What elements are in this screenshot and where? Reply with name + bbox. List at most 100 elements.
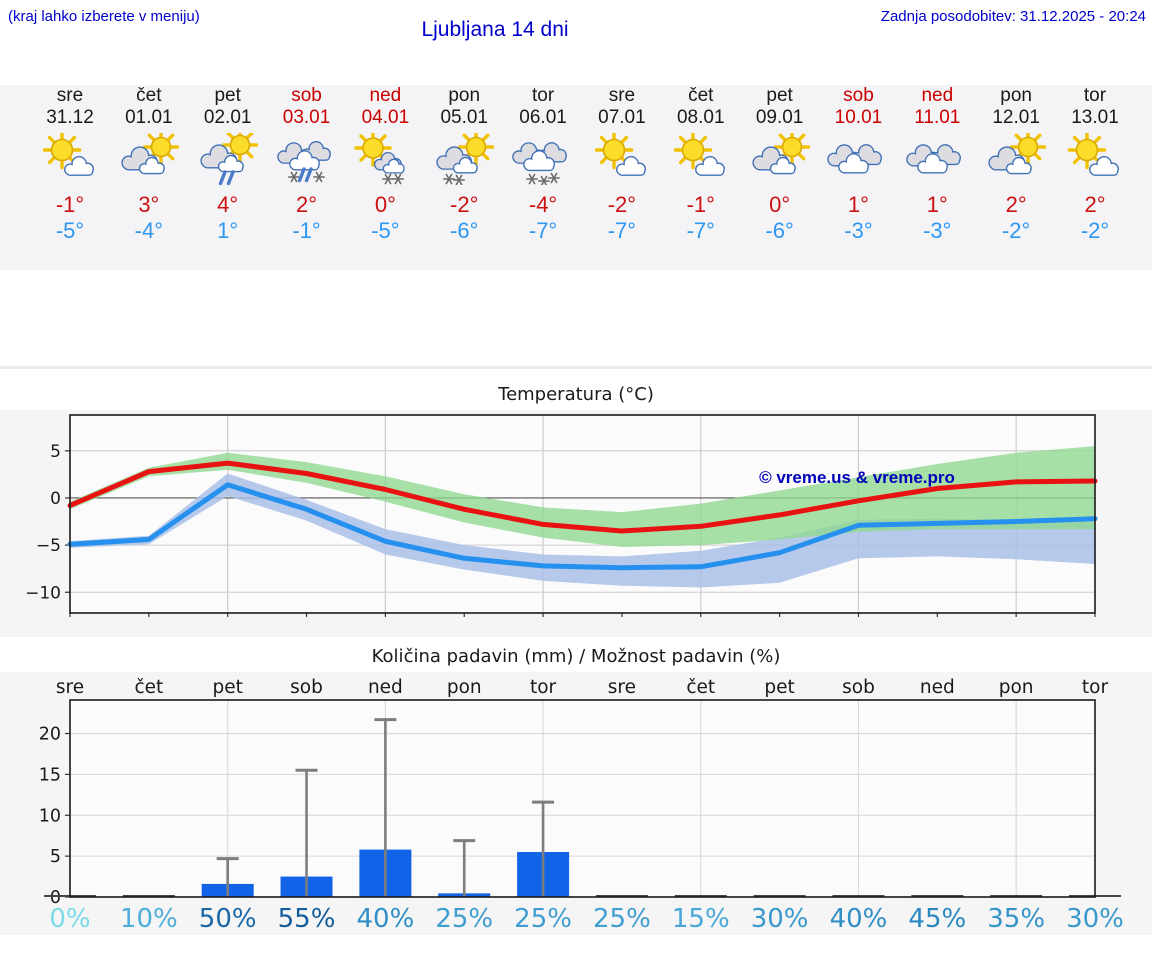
day-column-09.01[interactable]: pet 09.01 0° -6°	[740, 85, 819, 270]
precip-percent-label: 25%	[593, 904, 651, 934]
low-temp: -3°	[923, 218, 952, 243]
cloud-sun-snow-icon	[436, 128, 495, 186]
high-temp: 3°	[138, 192, 160, 217]
precip-day-label: sob	[290, 677, 323, 698]
day-column-05.01[interactable]: pon 05.01 -2° -6°	[425, 85, 504, 270]
day-date: 12.01	[992, 107, 1040, 128]
precip-day-label: sre	[56, 677, 84, 698]
precipitation-chart-title: Količina padavin (mm) / Možnost padavin …	[371, 646, 781, 667]
precip-percent-label: 55%	[278, 904, 336, 934]
cloud-sun-rain-icon	[200, 126, 258, 186]
high-temp: 0°	[374, 192, 396, 217]
day-date: 31.12	[46, 107, 94, 128]
high-temp: 0°	[769, 192, 791, 217]
precip-day-label: pon	[999, 677, 1034, 698]
high-temp: -2°	[450, 192, 479, 217]
precip-day-label: pon	[447, 677, 482, 698]
forecast-strip: sre 31.12 -1° -5° čet 01.01 3° -4° pet 02.01 4° 1° s…	[0, 85, 1152, 270]
day-name: sob	[291, 85, 322, 106]
section-divider	[0, 366, 1152, 369]
y-tick-label: −5	[36, 536, 61, 556]
day-date: 06.01	[519, 107, 567, 128]
precip-percent-label: 50%	[199, 904, 257, 934]
precip-day-label: pet	[212, 677, 242, 698]
cloud-sun-icon	[121, 128, 180, 175]
day-name: pet	[766, 85, 793, 106]
day-column-07.01[interactable]: sre 07.01 -2° -7°	[582, 85, 661, 270]
high-temp: 1°	[847, 192, 869, 217]
y-tick-label: 15	[39, 765, 61, 785]
y-tick-label: 5	[50, 847, 61, 867]
low-temp: -7°	[607, 218, 637, 243]
day-column-12.01[interactable]: pon 12.01 2° -2°	[977, 85, 1056, 270]
day-name: sob	[843, 85, 874, 106]
low-temp: -7°	[686, 218, 715, 243]
temperature-chart-title: Temperatura (°C)	[498, 384, 654, 405]
day-name: pet	[214, 85, 241, 106]
precip-day-label: ned	[368, 677, 403, 698]
day-column-08.01[interactable]: čet 08.01 -1° -7°	[661, 85, 740, 270]
precip-day-label: pet	[764, 677, 794, 698]
day-name: tor	[1083, 85, 1107, 106]
day-column-13.01[interactable]: tor 13.01 2° -2°	[1056, 85, 1135, 270]
low-temp: -2°	[1001, 218, 1031, 243]
day-column-01.01[interactable]: čet 01.01 3° -4°	[109, 85, 188, 270]
precip-percent-label: 40%	[356, 904, 414, 934]
menu-hint-note: (kraj lahko izberete v meniju)	[8, 8, 200, 25]
day-date: 09.01	[755, 107, 804, 128]
day-column-11.01[interactable]: ned 11.01 1° -3°	[898, 85, 977, 270]
day-date: 02.01	[203, 107, 252, 128]
low-temp: -7°	[528, 218, 558, 243]
low-temp: 1°	[217, 218, 239, 243]
day-date: 10.01	[834, 107, 883, 128]
day-column-10.01[interactable]: sob 10.01 1° -3°	[819, 85, 898, 270]
precip-percent-label: 40%	[830, 904, 888, 934]
page-title: Ljubljana 14 dni	[421, 18, 569, 41]
day-name: pon	[448, 85, 481, 106]
y-tick-label: −10	[25, 583, 61, 603]
high-temp: 2°	[296, 192, 318, 217]
day-name: tor	[531, 85, 555, 106]
precip-percent-label: 45%	[908, 904, 966, 934]
low-temp: -1°	[292, 218, 321, 243]
precip-percent-label: 15%	[672, 904, 730, 934]
sun-cloud-icon	[594, 130, 646, 176]
day-column-02.01[interactable]: pet 02.01 4° 1°	[188, 85, 267, 270]
day-name: čet	[136, 85, 162, 106]
precip-day-label: ned	[920, 677, 955, 698]
day-column-31.12[interactable]: sre 31.12 -1° -5°	[31, 85, 110, 270]
day-date: 07.01	[598, 107, 646, 128]
precip-percent-label: 0%	[49, 904, 90, 934]
day-name: sre	[608, 85, 636, 106]
y-tick-label: 5	[50, 442, 61, 462]
high-temp: -1°	[55, 192, 85, 217]
low-temp: -4°	[134, 218, 164, 243]
precip-day-label: sre	[608, 677, 636, 698]
low-temp: -5°	[55, 218, 85, 243]
day-column-04.01[interactable]: ned 04.01 0° -5°	[346, 85, 425, 270]
sun-cloud-snow-icon	[354, 129, 406, 185]
sun-cloud-icon	[673, 130, 725, 176]
watermark-text: © vreme.us & vreme.pro	[759, 468, 955, 487]
day-column-06.01[interactable]: tor 06.01 -4° -7°	[504, 85, 583, 270]
precip-percent-label: 30%	[1066, 904, 1124, 934]
low-temp: -6°	[765, 218, 794, 243]
y-tick-label: 10	[39, 806, 61, 826]
sun-cloud-icon	[1067, 130, 1119, 176]
day-name: čet	[688, 85, 714, 106]
sun-cloud-icon	[42, 130, 94, 176]
clouds-rain-snow-icon	[276, 141, 331, 183]
day-date: 05.01	[440, 107, 488, 128]
day-column-03.01[interactable]: sob 03.01 2° -1°	[267, 85, 346, 270]
precipitation-chart: sre čet pet sob ned pon tor sre čet pet sob ned pon t…	[0, 672, 1152, 935]
day-date: 03.01	[282, 107, 331, 128]
precip-percent-label: 25%	[514, 904, 572, 934]
low-temp: -3°	[844, 218, 873, 243]
precip-percent-label: 30%	[751, 904, 809, 934]
high-temp: 2°	[1084, 192, 1106, 217]
y-tick-label: 0	[50, 888, 61, 908]
day-date: 11.01	[914, 107, 961, 128]
cloud-sun-icon	[752, 128, 810, 175]
clouds-icon	[827, 144, 883, 174]
